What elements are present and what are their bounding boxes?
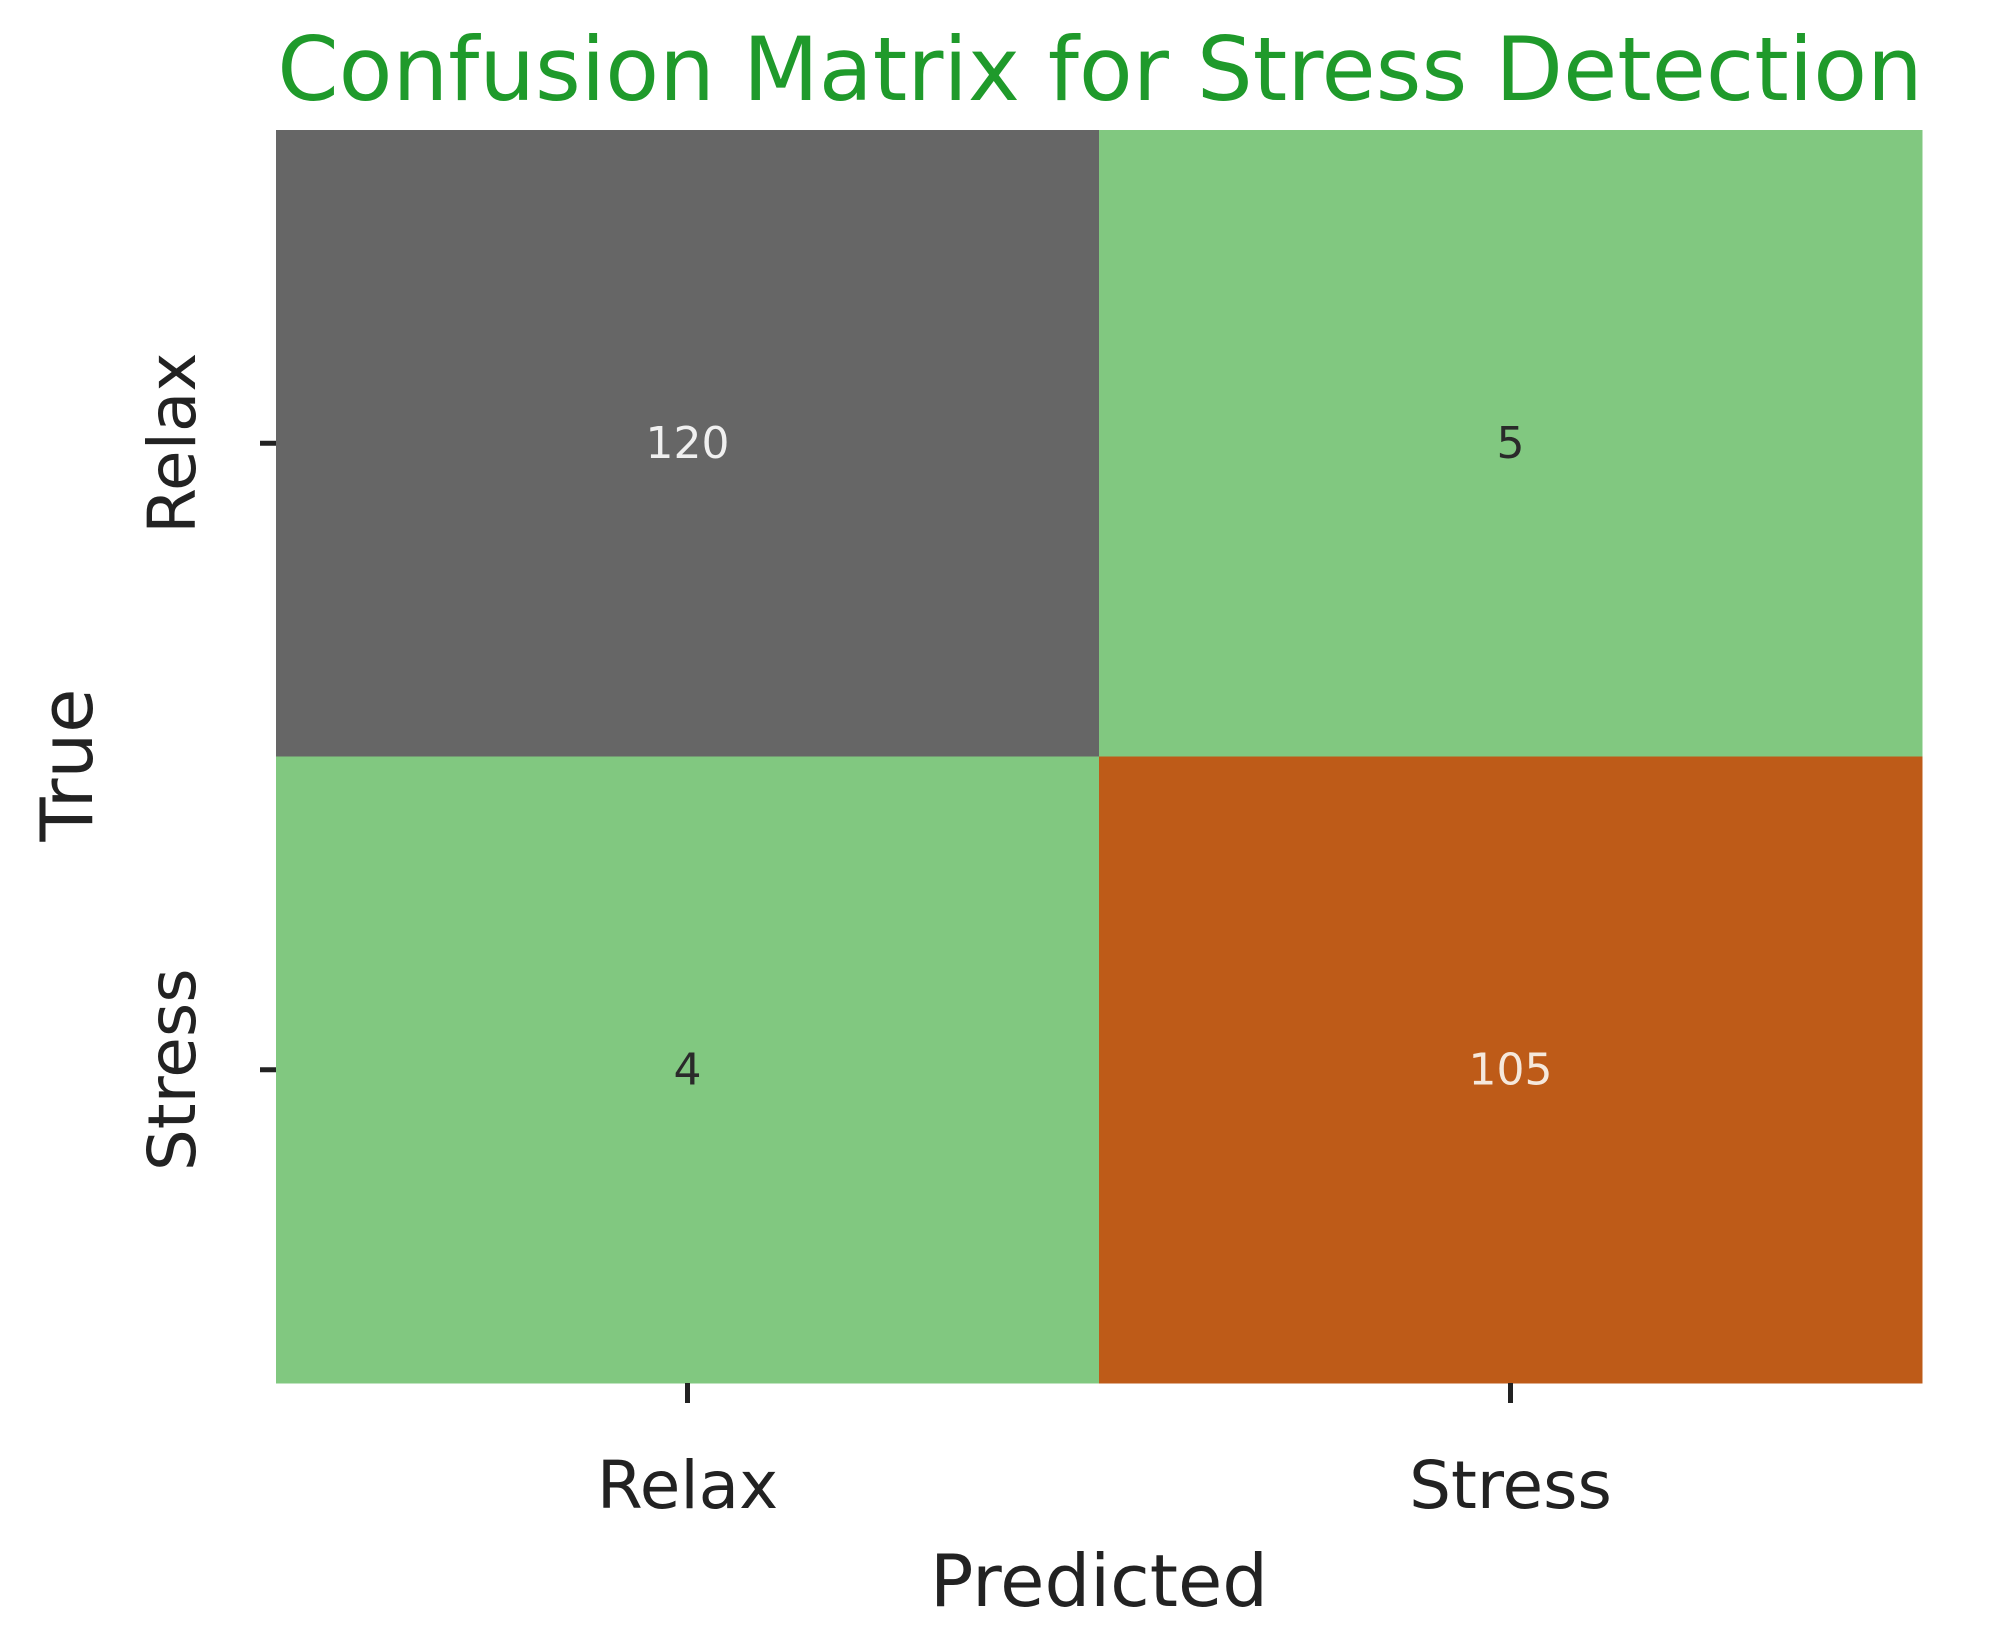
y-axis-ticks: Relax Stress [134,353,276,1171]
chart-title: Confusion Matrix for Stress Detection [277,18,1923,121]
x-axis-ticks: Relax Stress [597,1383,1612,1524]
cell-value-label: 4 [674,1044,702,1095]
heatmap-cell-stress-stress [1099,756,1923,1384]
heatmap-cell-relax-stress [1099,130,1923,757]
heatmap-cell-relax-relax [276,130,1100,757]
cell-value-label: 5 [1497,418,1525,469]
x-axis-label: Predicted [930,1539,1268,1623]
y-tick-label: Stress [134,968,211,1171]
y-tick-label: Relax [134,353,211,534]
cell-value-label: 105 [1469,1044,1553,1095]
heatmap-cell-stress-relax [276,756,1100,1384]
x-tick-label: Relax [597,1447,778,1524]
cell-value-label: 120 [646,418,730,469]
heatmap-cells: 120 5 4 105 [276,130,1923,1384]
y-axis-label: True [25,689,109,843]
x-tick-label: Stress [1409,1447,1612,1524]
